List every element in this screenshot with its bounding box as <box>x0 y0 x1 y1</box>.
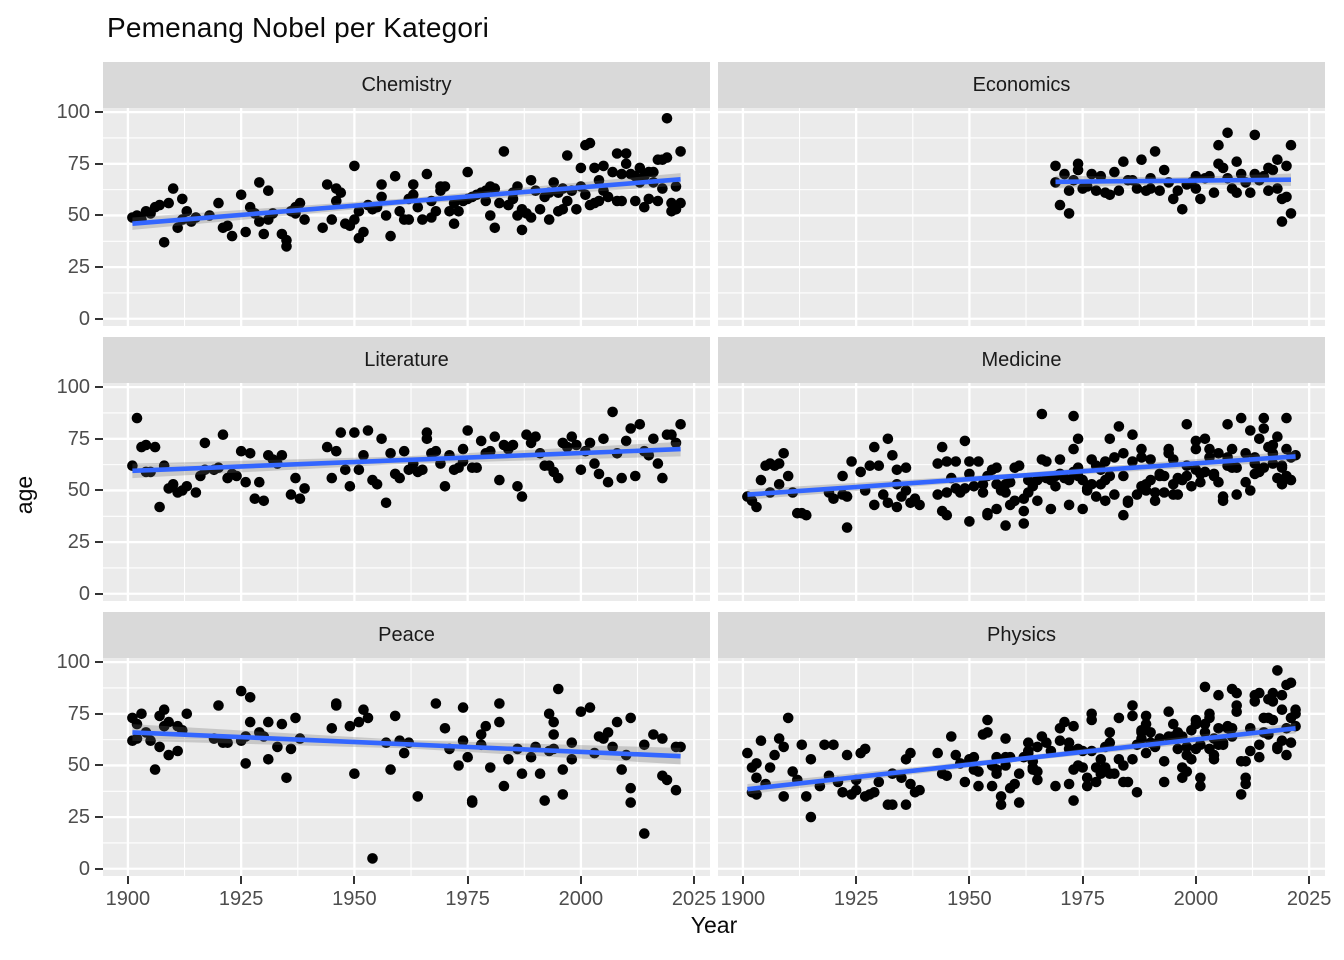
x-tick-mark <box>353 876 356 884</box>
x-axis-tick-label: 2000 <box>558 888 604 910</box>
x-axis-tick-label: 2025 <box>671 888 717 910</box>
x-tick-mark <box>1081 876 1084 884</box>
facet-strip-literature: Literature <box>103 337 710 383</box>
trend-line <box>747 454 1296 497</box>
x-axis-tick-label: 1975 <box>1060 888 1105 910</box>
trend-line <box>132 446 681 474</box>
panel-medicine <box>718 383 1325 601</box>
y-axis-title: age <box>11 475 37 515</box>
x-axis-tick-label: 1950 <box>947 888 992 910</box>
x-tick-mark <box>126 876 129 884</box>
y-axis-tick-label: 100 <box>56 101 90 124</box>
y-tick-mark <box>95 489 103 492</box>
y-tick-mark <box>95 437 103 440</box>
panel-literature <box>103 383 710 601</box>
trend-line <box>1055 177 1292 185</box>
facet-strip-economics: Economics <box>718 62 1325 108</box>
panel-economics <box>718 108 1325 326</box>
x-tick-mark <box>855 876 858 884</box>
trend-line <box>132 730 681 759</box>
facet-label: Chemistry <box>361 73 452 96</box>
panel-physics <box>718 658 1325 876</box>
y-tick-mark <box>95 317 103 320</box>
panel-peace <box>103 658 710 876</box>
y-tick-mark <box>95 712 103 715</box>
x-tick-mark <box>1308 876 1311 884</box>
x-axis-tick-label: 1925 <box>833 888 879 910</box>
y-tick-mark <box>95 816 103 819</box>
facet-label: Physics <box>987 623 1056 646</box>
y-tick-mark <box>95 386 103 389</box>
facet-strip-chemistry: Chemistry <box>103 62 710 108</box>
facet-label: Economics <box>972 73 1071 96</box>
x-axis-title: Year <box>690 912 738 938</box>
y-axis-tick-label: 25 <box>67 531 90 554</box>
x-axis-tick-label: 2025 <box>1286 888 1332 910</box>
x-tick-mark <box>741 876 744 884</box>
x-axis-tick-label: 1900 <box>720 888 766 910</box>
panel-background <box>718 658 1325 876</box>
y-tick-mark <box>95 541 103 544</box>
y-tick-mark <box>95 266 103 269</box>
y-axis-tick-label: 75 <box>67 702 90 725</box>
y-axis-tick-label: 100 <box>56 651 90 674</box>
x-axis-tick-label: 1925 <box>218 888 264 910</box>
facet-strip-peace: Peace <box>103 612 710 658</box>
y-tick-mark <box>95 111 103 114</box>
y-tick-mark <box>95 661 103 664</box>
y-axis-tick-label: 50 <box>67 479 90 502</box>
y-axis-tick-label: 50 <box>67 754 90 777</box>
x-axis-tick-label: 1950 <box>332 888 377 910</box>
x-tick-mark <box>579 876 582 884</box>
y-tick-mark <box>95 214 103 217</box>
y-axis-tick-label: 75 <box>67 152 90 175</box>
y-axis-tick-label: 100 <box>56 376 90 399</box>
x-axis-tick-label: 1975 <box>445 888 490 910</box>
y-tick-mark <box>95 162 103 165</box>
facet-strip-physics: Physics <box>718 612 1325 658</box>
facet-strip-medicine: Medicine <box>718 337 1325 383</box>
panel-background <box>718 108 1325 326</box>
panel-background <box>103 658 710 876</box>
x-tick-mark <box>240 876 243 884</box>
facet-label: Medicine <box>981 348 1062 371</box>
trend-line <box>132 177 681 226</box>
x-tick-mark <box>968 876 971 884</box>
y-tick-mark <box>95 764 103 767</box>
points-layer <box>127 113 686 252</box>
x-tick-mark <box>693 876 696 884</box>
y-axis-tick-label: 50 <box>67 204 90 227</box>
x-tick-mark <box>1194 876 1197 884</box>
x-tick-mark <box>466 876 469 884</box>
gridlines <box>103 383 710 601</box>
trend-line <box>747 726 1296 792</box>
y-axis-tick-label: 25 <box>67 806 90 829</box>
points-layer <box>742 408 1301 533</box>
facet-label: Peace <box>378 623 435 646</box>
x-axis-tick-label: 2000 <box>1173 888 1219 910</box>
y-tick-mark <box>95 592 103 595</box>
y-axis-tick-label: 0 <box>78 582 90 605</box>
chart-title: Pemenang Nobel per Kategori <box>107 12 490 43</box>
panel-chemistry <box>103 108 710 326</box>
panel-background <box>103 383 710 601</box>
points-layer <box>127 406 686 513</box>
y-axis-tick-label: 25 <box>67 256 90 279</box>
points-layer <box>127 683 686 864</box>
y-tick-mark <box>95 867 103 870</box>
points-layer <box>742 665 1301 823</box>
y-axis-tick-label: 0 <box>78 307 90 330</box>
x-axis-tick-label: 1900 <box>105 888 151 910</box>
y-axis-tick-label: 0 <box>78 857 90 880</box>
y-axis-tick-label: 75 <box>67 427 90 450</box>
facet-label: Literature <box>364 348 449 371</box>
